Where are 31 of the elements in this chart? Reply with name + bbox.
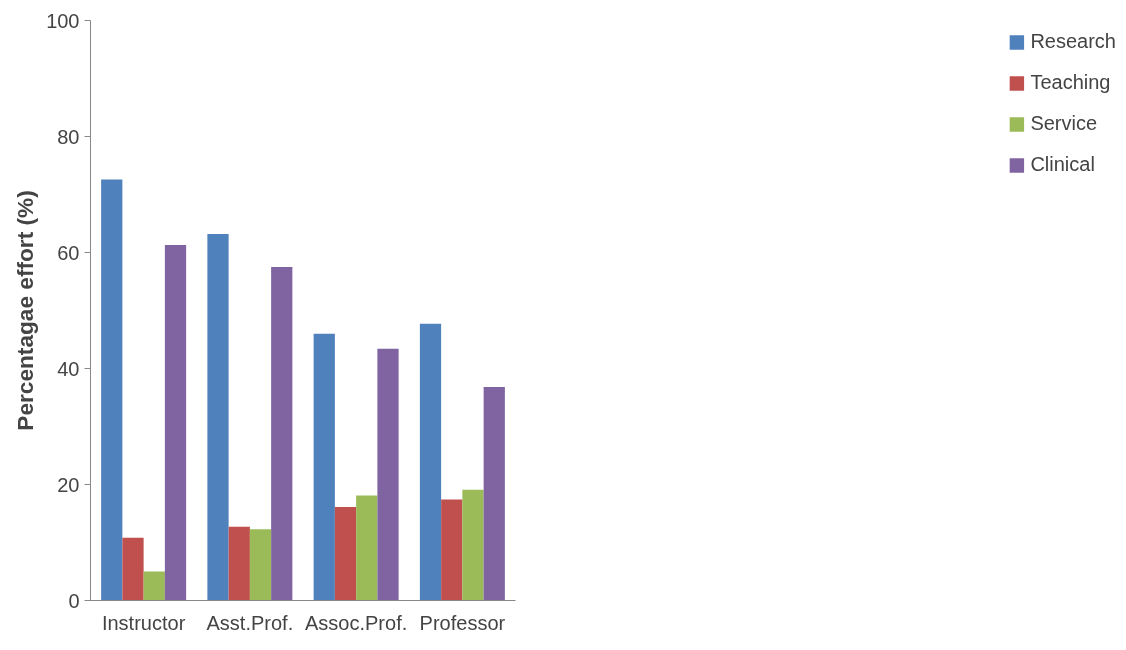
x-tick-label: Assoc.Prof.: [305, 611, 408, 634]
bar: [164, 244, 187, 601]
bar: [483, 387, 505, 601]
x-tick-label: Asst.Prof.: [206, 611, 294, 634]
bar: [441, 499, 463, 601]
bar: [207, 233, 229, 601]
y-tick-label: 20: [57, 473, 80, 496]
y-tick-label: 100: [46, 9, 80, 32]
bar: [101, 179, 123, 601]
bar: [271, 267, 293, 601]
y-tick-label: 60: [57, 241, 80, 264]
y-tick-label: 0: [68, 589, 80, 612]
y-tick-label: 80: [57, 125, 80, 148]
bar: [313, 333, 335, 601]
bar: [419, 323, 442, 601]
legend-label: Research: [1030, 30, 1116, 53]
bar: [122, 537, 144, 601]
legend-label: Teaching: [1030, 71, 1111, 94]
y-axis-title: Percentagae effort (%): [12, 190, 39, 431]
x-tick-label: Instructor: [101, 611, 186, 634]
bar: [462, 489, 484, 601]
x-tick-label: Professor: [419, 611, 506, 634]
bar: [228, 526, 250, 601]
bar: [143, 571, 165, 601]
bar: [249, 529, 272, 601]
bar: [334, 507, 357, 601]
legend-label: Clinical: [1030, 153, 1095, 176]
y-tick-label: 40: [57, 357, 80, 380]
bar: [356, 495, 378, 601]
legend-label: Service: [1030, 112, 1098, 135]
bar: [377, 348, 399, 601]
